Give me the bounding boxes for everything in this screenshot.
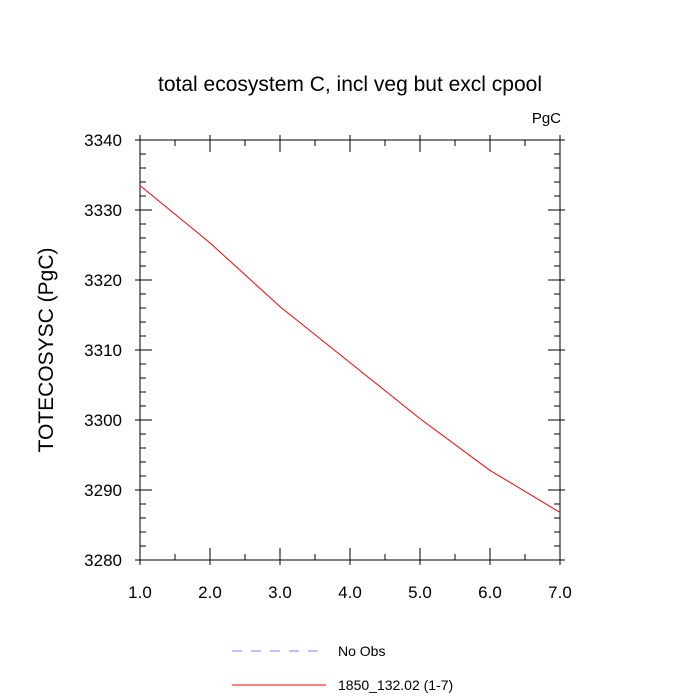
ticks bbox=[135, 135, 565, 565]
y-tick-labels: 3280 3290 3300 3310 3320 3330 3340 bbox=[84, 131, 122, 570]
plot-frame bbox=[139, 139, 561, 561]
units-label: PgC bbox=[532, 110, 561, 127]
x-tick-label: 7.0 bbox=[548, 583, 572, 602]
x-tick-label: 6.0 bbox=[478, 583, 502, 602]
x-tick-label: 1.0 bbox=[128, 583, 152, 602]
series bbox=[139, 185, 561, 513]
x-tick-labels: 1.0 2.0 3.0 4.0 5.0 6.0 7.0 bbox=[128, 583, 572, 602]
y-tick-label: 3310 bbox=[84, 341, 122, 360]
y-tick-label: 3300 bbox=[84, 411, 122, 430]
y-axis-label: TOTECOSYSC (PgC) bbox=[35, 248, 58, 453]
legend-label-run: 1850_132.02 (1-7) bbox=[338, 677, 453, 693]
series-line bbox=[139, 185, 561, 513]
chart-title: total ecosystem C, incl veg but excl cpo… bbox=[158, 73, 542, 96]
legend: No Obs 1850_132.02 (1-7) bbox=[232, 643, 453, 693]
y-tick-label: 3290 bbox=[84, 481, 122, 500]
y-tick-label: 3320 bbox=[84, 271, 122, 290]
y-tick-label: 3280 bbox=[84, 551, 122, 570]
legend-label-no-obs: No Obs bbox=[338, 643, 385, 659]
x-tick-label: 4.0 bbox=[338, 583, 362, 602]
x-tick-label: 3.0 bbox=[268, 583, 292, 602]
x-tick-label: 2.0 bbox=[198, 583, 222, 602]
x-tick-label: 5.0 bbox=[408, 583, 432, 602]
y-tick-label: 3330 bbox=[84, 201, 122, 220]
y-tick-label: 3340 bbox=[84, 131, 122, 150]
